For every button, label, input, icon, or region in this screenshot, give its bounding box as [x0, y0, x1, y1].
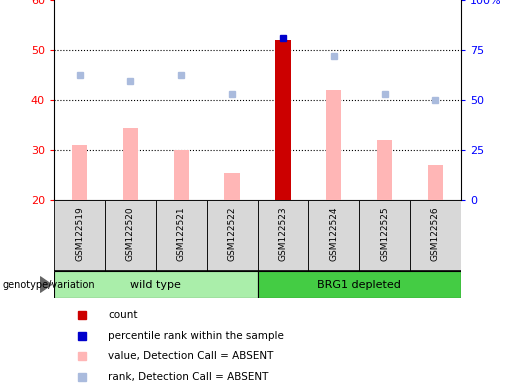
Text: genotype/variation: genotype/variation [2, 280, 95, 290]
Bar [428, 166, 443, 200]
Text: wild type: wild type [130, 280, 181, 290]
Text: GSM122524: GSM122524 [329, 206, 338, 261]
Text: GSM122523: GSM122523 [279, 206, 287, 261]
Bar [308, 200, 359, 271]
Bar [326, 90, 341, 200]
Bar [174, 150, 189, 200]
Text: GSM122521: GSM122521 [177, 206, 186, 261]
Bar [207, 200, 258, 271]
Text: GSM122526: GSM122526 [431, 206, 440, 261]
Polygon shape [40, 277, 52, 292]
Text: rank, Detection Call = ABSENT: rank, Detection Call = ABSENT [108, 372, 268, 382]
Bar [54, 200, 105, 271]
Bar [276, 40, 290, 200]
Bar [377, 140, 392, 200]
Bar [258, 200, 308, 271]
Text: BRG1 depleted: BRG1 depleted [317, 280, 401, 290]
Bar [105, 200, 156, 271]
Text: GSM122519: GSM122519 [75, 206, 84, 261]
Text: GSM122525: GSM122525 [380, 206, 389, 261]
Bar [410, 200, 461, 271]
Text: value, Detection Call = ABSENT: value, Detection Call = ABSENT [108, 351, 273, 361]
Text: count: count [108, 310, 138, 320]
Bar [156, 200, 207, 271]
Bar [258, 271, 461, 298]
Text: GSM122520: GSM122520 [126, 206, 135, 261]
Bar [54, 271, 258, 298]
Bar [359, 200, 410, 271]
Bar [123, 128, 138, 200]
Bar [225, 173, 239, 200]
Text: percentile rank within the sample: percentile rank within the sample [108, 331, 284, 341]
Bar [72, 145, 87, 200]
Text: GSM122522: GSM122522 [228, 206, 236, 261]
